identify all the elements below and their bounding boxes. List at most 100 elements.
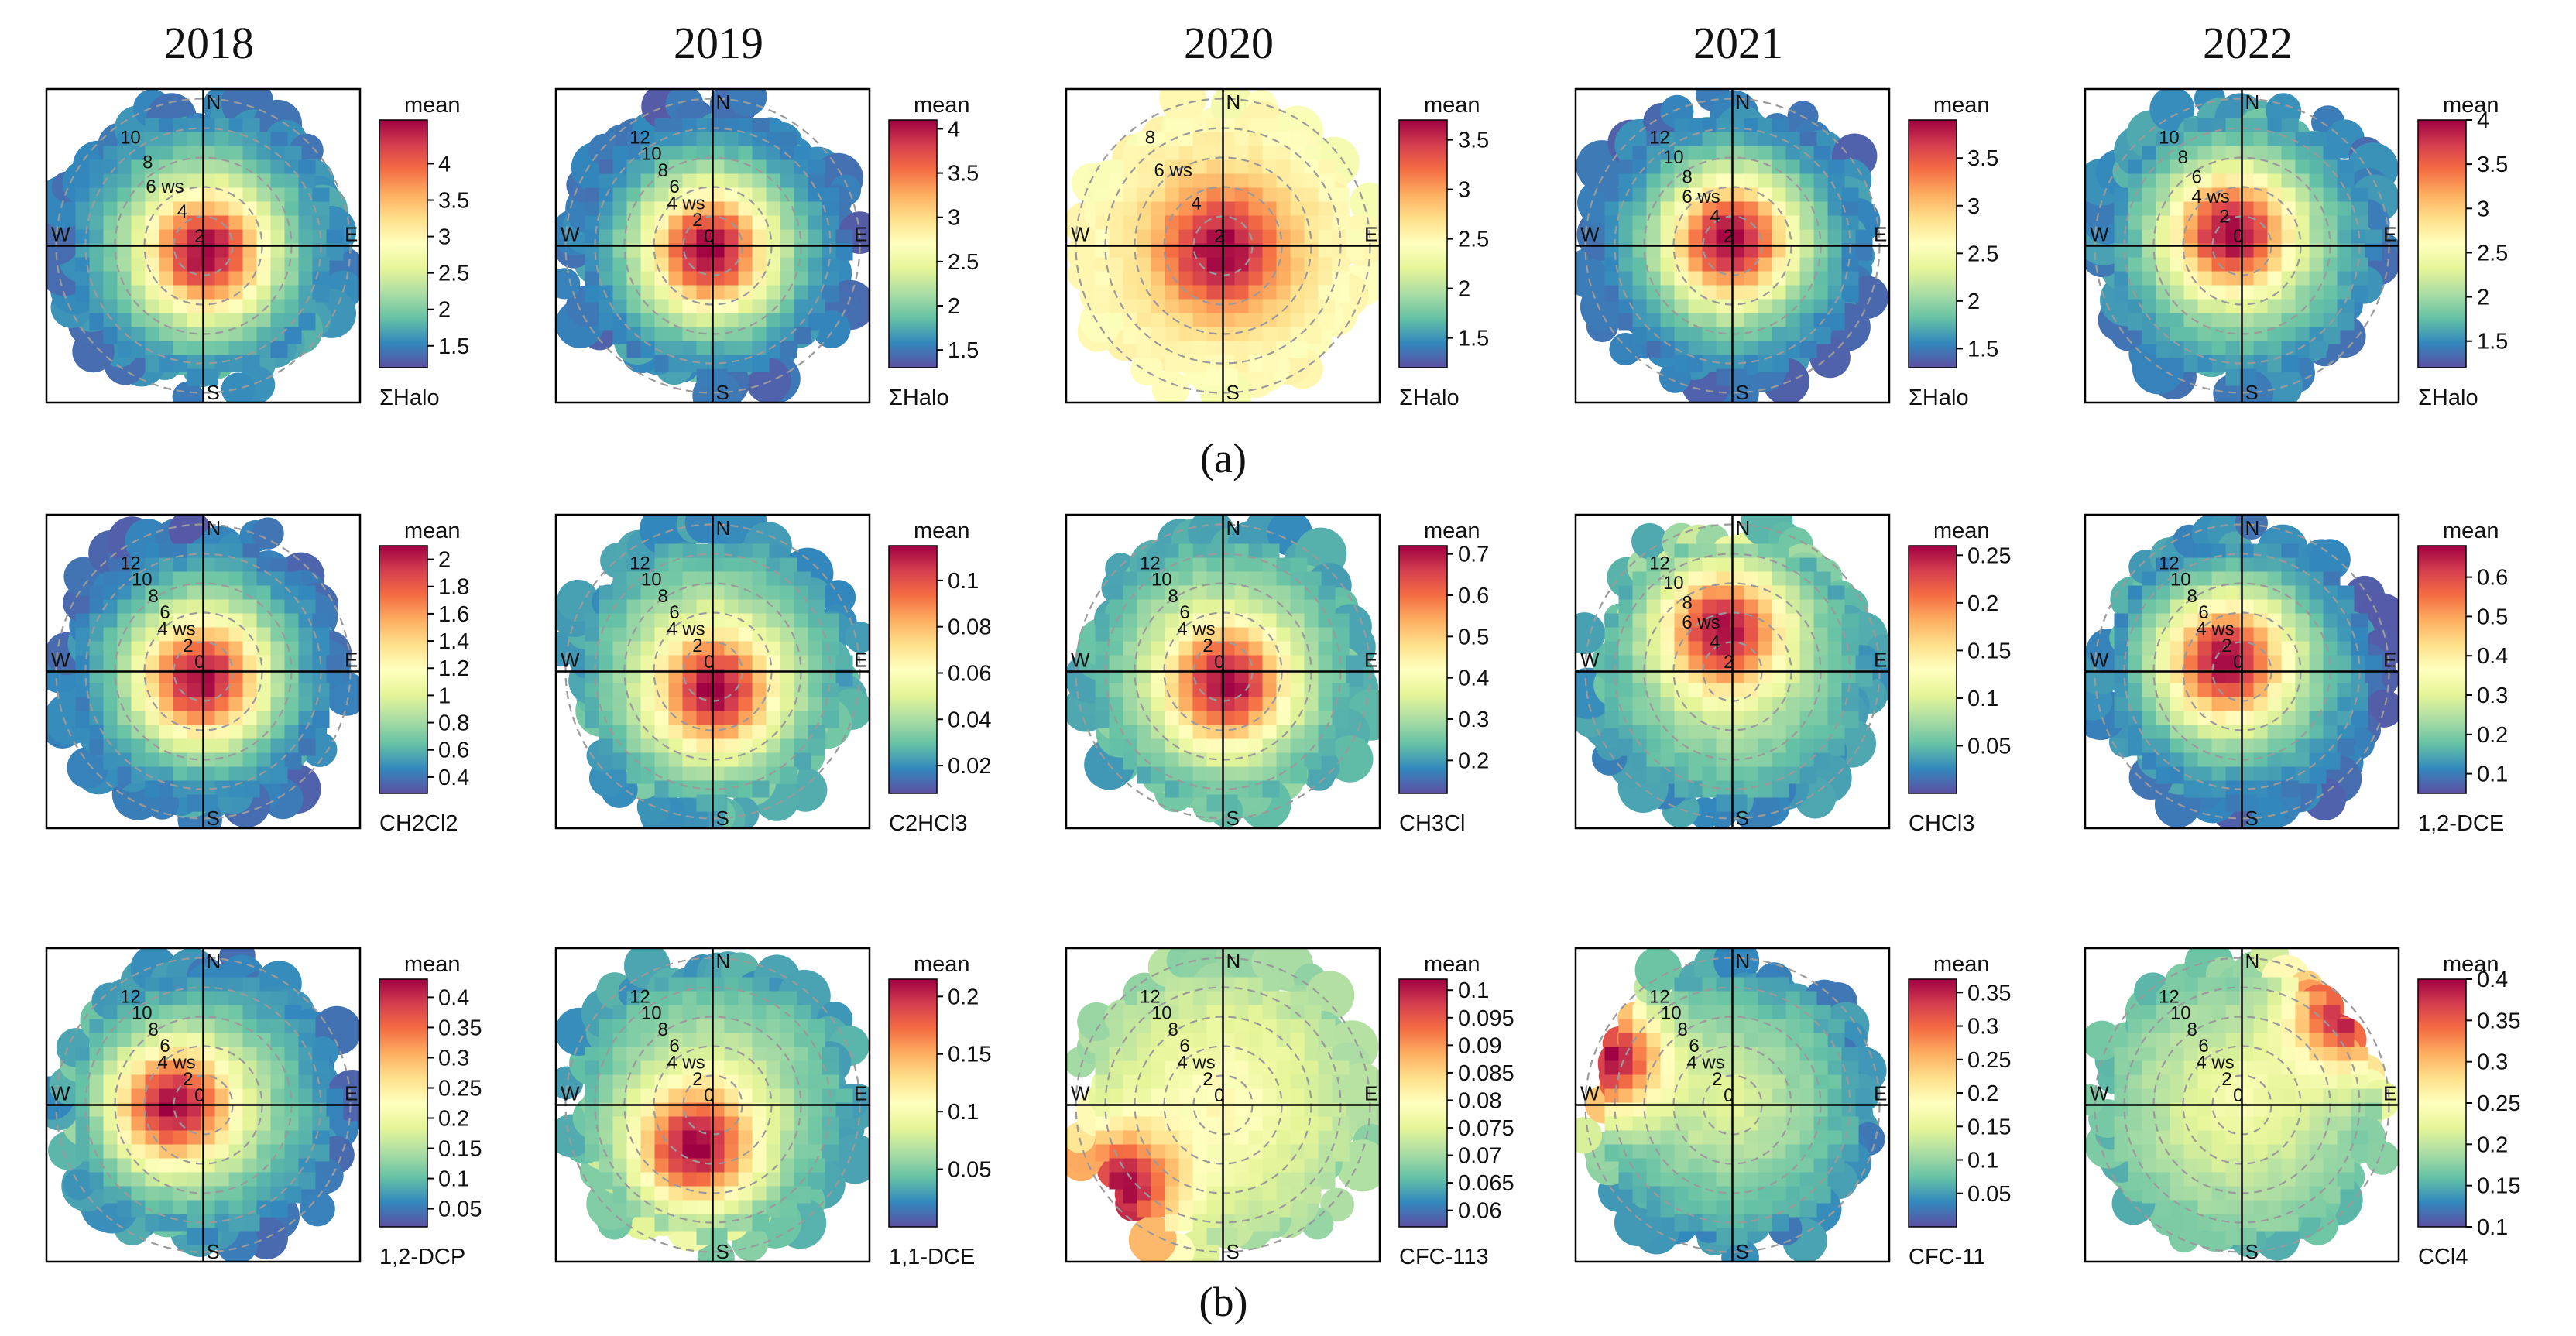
- colorbar-title: mean: [1424, 93, 1480, 118]
- cardinal-E: E: [2383, 1082, 2396, 1105]
- ring-label: 2: [1202, 635, 1213, 656]
- panel-label-b: (b): [1199, 1279, 1248, 1325]
- cardinal-S: S: [1736, 1240, 1749, 1263]
- ring-label: 12: [629, 127, 650, 148]
- cardinal-W: W: [51, 649, 70, 672]
- colorbar-tick-label: 3: [948, 206, 960, 231]
- cardinal-S: S: [716, 807, 729, 830]
- cardinal-E: E: [1364, 1082, 1377, 1105]
- ring-label: 0: [1214, 652, 1224, 673]
- ring-label: 2: [1214, 226, 1224, 247]
- compound-label: CFC-113: [1399, 1245, 1489, 1269]
- ring-label: 4: [1710, 632, 1720, 653]
- cardinal-N: N: [2245, 950, 2260, 973]
- ring-label: 6: [1689, 1036, 1699, 1057]
- concentration-surface: [1576, 89, 1889, 403]
- cardinal-E: E: [345, 1082, 358, 1105]
- colorbar: [379, 978, 428, 1228]
- colorbar: [1908, 545, 1957, 794]
- ring-label: 6: [2191, 166, 2201, 187]
- ring-label: 2: [2221, 1069, 2231, 1090]
- ring-label: 12: [1649, 553, 1670, 574]
- ring-label: 2: [2219, 207, 2229, 228]
- colorbar-tick-label: 0.1: [438, 1167, 469, 1192]
- cardinal-N: N: [716, 950, 731, 973]
- cardinal-W: W: [2090, 1082, 2109, 1105]
- ring-label: 10: [132, 1003, 153, 1024]
- colorbar-tick-label: 0.2: [438, 1107, 469, 1132]
- colorbar-title: mean: [404, 519, 461, 543]
- colorbar-tick-label: 3: [1458, 178, 1470, 203]
- colorbar: [379, 119, 428, 368]
- compound-label: ΣHalo: [1399, 385, 1460, 410]
- ring-label: 6: [2198, 1036, 2208, 1057]
- colorbar-tick-label: 0.065: [1458, 1171, 1514, 1196]
- ring-label: 4 ws: [667, 1053, 705, 1074]
- colorbar-tick-label: 2.5: [2477, 241, 2508, 265]
- colorbar-tick-label: 3: [1967, 194, 1980, 219]
- colorbar-tick-label: 4: [948, 117, 960, 142]
- plot-frame: [2084, 87, 2400, 404]
- concentration-surface: [556, 515, 870, 828]
- colorbar-tick-label: 0.35: [1967, 981, 2011, 1005]
- colorbar-tick-label: 0.05: [948, 1158, 991, 1183]
- ring-label: 2: [1724, 226, 1734, 247]
- colorbar-tick-label: 0.2: [2477, 723, 2508, 748]
- colorbar: [2417, 119, 2467, 368]
- concentration-surface: [2085, 515, 2399, 828]
- ring-label: 10: [1663, 147, 1684, 168]
- colorbar-tick-label: 0.4: [438, 766, 469, 790]
- ring-label: 2: [1712, 1069, 1722, 1090]
- colorbar-tick-label: 0.3: [438, 1046, 469, 1071]
- ring-label: 6: [1179, 1036, 1189, 1057]
- colorbar-tick-label: 1.5: [2477, 330, 2508, 355]
- colorbar-title: mean: [1424, 519, 1480, 543]
- plot-frame: [554, 513, 871, 830]
- colorbar-tick-label: 0.5: [1458, 625, 1489, 649]
- ring-label: 12: [629, 553, 650, 574]
- cardinal-W: W: [1071, 1082, 1090, 1105]
- cardinal-W: W: [561, 649, 580, 672]
- ring-label: 0: [1214, 1085, 1224, 1106]
- colorbar-tick-label: 0.15: [2477, 1174, 2520, 1199]
- cardinal-N: N: [716, 516, 731, 540]
- ring-label: 0: [2233, 652, 2243, 673]
- colorbar-tick-label: 0.6: [2477, 566, 2508, 591]
- ring-label: 6 ws: [1682, 187, 1720, 207]
- ring-label: 0: [2233, 1085, 2243, 1106]
- colorbar-tick-label: 0.4: [438, 985, 469, 1010]
- concentration-surface: [1066, 515, 1380, 828]
- colorbar-tick-label: 4: [438, 152, 451, 176]
- ring-label: 12: [120, 986, 141, 1007]
- cardinal-E: E: [2383, 223, 2396, 246]
- plot-frame: [1065, 947, 1381, 1263]
- colorbar-title: mean: [1933, 93, 1990, 118]
- cardinal-W: W: [1580, 1082, 1600, 1105]
- compound-label: C2HCl3: [889, 811, 968, 836]
- concentration-surface: [46, 515, 360, 828]
- compound-label: ΣHalo: [1909, 385, 1969, 410]
- colorbar-tick-label: 2.5: [1967, 242, 1998, 266]
- ring-label: 0: [194, 652, 204, 673]
- cardinal-S: S: [716, 381, 729, 404]
- ring-label: 6 ws: [146, 176, 184, 197]
- ring-label: 8: [658, 160, 668, 181]
- colorbar-tick-label: 0.09: [1458, 1033, 1501, 1058]
- cardinal-W: W: [51, 1082, 70, 1105]
- plot-frame: [1574, 87, 1891, 404]
- plot-frame: [2084, 513, 2400, 830]
- colorbar-tick-label: 0.1: [1967, 687, 1998, 711]
- compound-label: 1,2-DCE: [2418, 811, 2504, 836]
- ring-label: 2: [2221, 635, 2231, 656]
- ring-label: 2: [1724, 652, 1734, 673]
- colorbar-tick-label: 0.04: [948, 707, 991, 732]
- colorbar-tick-label: 0.15: [438, 1137, 482, 1162]
- cardinal-E: E: [345, 223, 358, 246]
- cardinal-E: E: [854, 649, 867, 672]
- ring-label: 6: [669, 1036, 679, 1057]
- ring-label: 10: [2170, 570, 2191, 591]
- concentration-surface: [1066, 948, 1380, 1262]
- colorbar-tick-label: 2: [438, 548, 451, 573]
